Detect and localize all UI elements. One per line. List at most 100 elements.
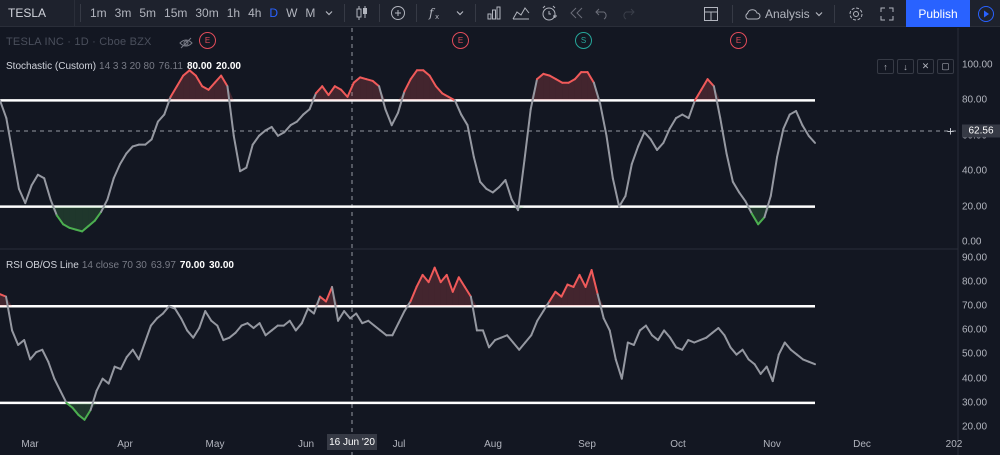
- visibility-eye-icon[interactable]: [179, 36, 193, 54]
- templates-icon[interactable]: [507, 0, 535, 27]
- replay-icon[interactable]: [563, 0, 589, 27]
- interval-m[interactable]: M: [305, 6, 316, 20]
- y-tick: 40.00: [962, 373, 988, 385]
- stochastic-line-segment: [17, 187, 27, 205]
- rsi-line-segment: [807, 360, 816, 366]
- rsi-line-segment: [741, 348, 750, 361]
- rsi-legend[interactable]: RSI OB/OS Line 14 close 70 30 63.97 70.00 30…: [6, 260, 234, 271]
- redo-icon[interactable]: [615, 0, 641, 27]
- stochastic-line-segment: [668, 117, 678, 130]
- interval-dropdown-icon[interactable]: [319, 0, 339, 27]
- stochastic-line-segment: [649, 138, 659, 151]
- interval-d[interactable]: D: [269, 6, 279, 20]
- x-tick: Nov: [763, 439, 781, 450]
- cloud-icon: [745, 8, 761, 19]
- candles-icon[interactable]: [350, 0, 374, 27]
- stochastic-line-segment: [371, 79, 381, 88]
- layout-icon[interactable]: [695, 0, 727, 27]
- interval-w[interactable]: W: [286, 6, 298, 20]
- rsi-line-segment: [294, 322, 303, 332]
- stochastic-line-segment: [314, 85, 324, 95]
- undo-icon[interactable]: [589, 0, 615, 27]
- stochastic-overbought-fill: [537, 73, 544, 101]
- stochastic-line-segment: [523, 108, 532, 162]
- settings-gear-icon[interactable]: [840, 0, 872, 27]
- chart-area[interactable]: TESLA INC · 1D · Cboe BZX E E S E Stocha…: [0, 28, 1000, 455]
- rsi-overbought-fill: [422, 274, 429, 307]
- stochastic-overbought-fill: [195, 75, 203, 101]
- rsi-line-segment: [669, 336, 678, 349]
- stochastic-line-segment: [681, 113, 690, 120]
- stochastic-overbought-fill: [379, 86, 386, 101]
- play-button[interactable]: [972, 0, 1000, 27]
- rsi-line-segment: [5, 295, 14, 332]
- symbol-search-button[interactable]: TESLA: [0, 0, 75, 27]
- maximize-pane-icon[interactable]: ▢: [937, 59, 954, 74]
- y-tick: 50.00: [962, 348, 988, 360]
- rsi-line-segment: [35, 348, 44, 354]
- stochastic-line-segment: [536, 72, 545, 81]
- interval-4h[interactable]: 4h: [248, 6, 262, 20]
- stochastic-line-segment: [24, 184, 33, 205]
- rsi-line-segment: [723, 334, 732, 349]
- right-toolbar: Analysis: [695, 0, 936, 27]
- fullscreen-icon[interactable]: [872, 0, 902, 27]
- earnings-marker[interactable]: E: [452, 32, 469, 49]
- stochastic-oversold-fill: [518, 206, 525, 211]
- rsi-line-segment: [47, 360, 56, 380]
- rsi-line-segment: [391, 322, 400, 337]
- interval-5m[interactable]: 5m: [139, 6, 157, 20]
- compare-add-icon[interactable]: [385, 0, 411, 27]
- earnings-marker[interactable]: E: [730, 32, 747, 49]
- analysis-button[interactable]: Analysis: [738, 0, 829, 27]
- rsi-line-segment: [518, 341, 527, 351]
- rsi-line-segment: [246, 322, 255, 330]
- toolbar-divider: [379, 4, 381, 22]
- split-marker[interactable]: S: [575, 32, 592, 49]
- financials-icon[interactable]: [481, 0, 507, 27]
- move-up-icon[interactable]: ↑: [877, 59, 894, 74]
- x-tick: May: [205, 439, 225, 450]
- rsi-line-segment: [560, 283, 569, 298]
- rsi-line-segment: [548, 290, 557, 303]
- rsi-line-segment: [789, 348, 798, 356]
- rsi-line-segment: [494, 336, 503, 342]
- stochastic-line-segment: [624, 163, 633, 197]
- stochastic-line-segment: [807, 134, 816, 144]
- stochastic-legend[interactable]: Stochastic (Custom) 14 3 3 20 80 76.11 80.0…: [6, 61, 241, 72]
- stochastic-line-segment: [586, 71, 595, 84]
- stochastic-line-segment: [308, 92, 317, 111]
- indicator-plot[interactable]: [0, 28, 1000, 455]
- stochastic-overbought-fill: [176, 75, 184, 101]
- interval-30m[interactable]: 30m: [195, 6, 219, 20]
- stochastic-line-segment: [643, 131, 652, 141]
- interval-1h[interactable]: 1h: [226, 6, 241, 20]
- stochastic-overbought-fill: [189, 70, 196, 101]
- crosshair-plus-icon[interactable]: +: [946, 123, 955, 139]
- stochastic-oversold-fill: [56, 206, 64, 225]
- rsi-line-segment: [270, 324, 279, 332]
- stochastic-line-segment: [93, 210, 103, 222]
- interval-15m[interactable]: 15m: [164, 6, 188, 20]
- stochastic-line-segment: [504, 179, 513, 201]
- close-pane-icon[interactable]: ✕: [917, 59, 934, 74]
- stochastic-line-segment: [188, 69, 197, 77]
- indicators-dropdown-icon[interactable]: [450, 0, 470, 27]
- interval-1m[interactable]: 1m: [90, 6, 107, 20]
- svg-text:x: x: [435, 13, 439, 21]
- earnings-marker[interactable]: E: [199, 32, 216, 49]
- stochastic-line-segment: [460, 113, 469, 127]
- stochastic-oversold-fill: [69, 206, 76, 230]
- stochastic-oversold-fill: [75, 206, 83, 232]
- stochastic-line-segment: [365, 78, 374, 82]
- stochastic-overbought-fill: [423, 70, 430, 101]
- stochastic-line-segment: [321, 85, 330, 97]
- move-down-icon[interactable]: ↓: [897, 59, 914, 74]
- alert-icon[interactable]: [535, 0, 563, 27]
- publish-button[interactable]: Publish: [906, 0, 970, 27]
- pane-controls: ↑ ↓ ✕ ▢: [877, 59, 954, 74]
- x-tick: Sep: [578, 439, 596, 450]
- interval-3m[interactable]: 3m: [114, 6, 132, 20]
- rsi-line-segment: [300, 307, 309, 325]
